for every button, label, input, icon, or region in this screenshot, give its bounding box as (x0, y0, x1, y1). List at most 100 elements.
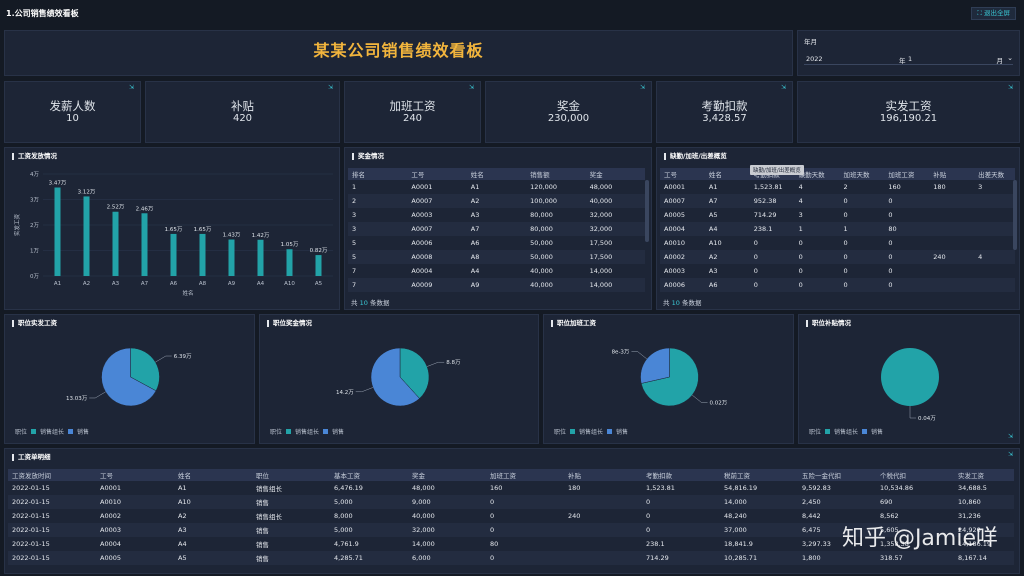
link-icon[interactable]: ⇲ (328, 84, 334, 91)
table-row[interactable]: A0003 A3 0 0 0 0 (660, 264, 1015, 278)
table-row[interactable]: A0002 A2 0 0 0 0 240 4 (660, 250, 1015, 264)
column-header[interactable]: 考勤扣款 (642, 469, 720, 481)
column-header[interactable]: 职位 (252, 469, 330, 481)
table-row[interactable]: 7 A0009 A9 40,000 14,000 (348, 278, 645, 292)
table-cell: A0006 (660, 278, 705, 292)
date-select[interactable]: 2022 年 1 月 ⌄ (804, 51, 1013, 65)
table-cell: A9 (466, 278, 527, 292)
legend-item[interactable]: 销售组长 (834, 429, 859, 436)
legend-item[interactable]: 销售 (871, 429, 884, 436)
column-header[interactable]: 加班工资 (884, 168, 930, 180)
table-cell: 销售 (252, 537, 330, 551)
column-header[interactable]: 奖金 (585, 168, 645, 180)
table-cell (974, 236, 1015, 250)
table-row[interactable]: A0004 A4 238.1 1 1 80 (660, 222, 1015, 236)
table-row[interactable]: 2 A0007 A2 100,000 40,000 (348, 194, 645, 208)
table-cell: 1,523.81 (749, 180, 795, 194)
label-line (355, 387, 374, 393)
table-row[interactable]: 3 A0007 A7 80,000 32,000 (348, 222, 645, 236)
table-cell: 0 (794, 250, 840, 264)
table-cell: 3 (348, 208, 408, 222)
exit-fullscreen-button[interactable]: ⛶ 退出全屏 (971, 7, 1016, 20)
table-cell: A4 (466, 264, 527, 278)
bonus-table-panel: 奖金情况 排名 工号 姓名 销售额 奖金 1 A0001 A1 120,000 48,000 2 A0… (344, 147, 652, 310)
table-cell: 0 (749, 264, 795, 278)
column-header[interactable]: 五险一金代扣 (798, 469, 876, 481)
column-header[interactable]: 出差天数 (974, 168, 1015, 180)
table-row[interactable]: 2022-01-15 A0001 A1 销售组长 6,476.19 48,000 160 18… (8, 481, 1014, 495)
slice-label: 13.03万 (66, 395, 88, 402)
column-header[interactable]: 实发工资 (954, 469, 1014, 481)
table-row[interactable]: 1 A0001 A1 120,000 48,000 (348, 180, 645, 194)
table-row[interactable]: A0007 A7 952.38 4 0 0 (660, 194, 1015, 208)
column-header[interactable]: 加班工资 (486, 469, 564, 481)
slice-label: 8.8万 (446, 359, 461, 366)
data-label: 2.46万 (136, 205, 154, 212)
column-header[interactable]: 工号 (660, 168, 705, 180)
link-icon[interactable]: ⇲ (129, 84, 135, 91)
link-icon[interactable]: ⇲ (1008, 84, 1014, 91)
column-header[interactable]: 补贴 (929, 168, 975, 180)
bar (199, 233, 206, 276)
table-row[interactable]: 5 A0008 A8 50,000 17,500 (348, 250, 645, 264)
data-label: 1.42万 (252, 232, 270, 239)
column-header[interactable]: 工号 (96, 469, 174, 481)
table-cell: 48,240 (720, 509, 798, 523)
legend-item[interactable]: 销售组长 (295, 429, 320, 436)
table-row[interactable]: A0006 A6 0 0 0 0 (660, 278, 1015, 292)
link-icon[interactable]: ⇲ (640, 84, 646, 91)
column-header[interactable]: 工号 (407, 168, 467, 180)
link-icon[interactable]: ⇲ (781, 84, 787, 91)
table-cell: 0 (642, 495, 720, 509)
table-row[interactable]: A0005 A5 714.29 3 0 0 (660, 208, 1015, 222)
link-icon[interactable]: ⇲ (469, 84, 475, 91)
column-header[interactable]: 税前工资 (720, 469, 798, 481)
table-cell (974, 264, 1015, 278)
table-row[interactable]: 5 A0006 A6 50,000 17,500 (348, 236, 645, 250)
table-row[interactable]: 2022-01-15 A0002 A2 销售组长 8,000 40,000 0 240 0 48,… (8, 509, 1014, 523)
column-header[interactable]: 姓名 (704, 168, 750, 180)
table-cell: 0 (839, 250, 885, 264)
x-axis-label: 姓名 (182, 289, 193, 297)
legend-item[interactable]: 销售组长 (40, 429, 65, 436)
legend-item[interactable]: 销售 (616, 429, 629, 436)
column-header[interactable]: 加班天数 (839, 168, 885, 180)
column-header[interactable]: 姓名 (174, 469, 252, 481)
link-icon[interactable]: ⇲ (1008, 451, 1014, 458)
table-row[interactable]: A0001 A1 1,523.81 4 2 160 180 3 (660, 180, 1015, 194)
table-cell: 8,000 (330, 509, 408, 523)
table-cell: 0 (839, 236, 885, 250)
table-scrollbar[interactable] (1013, 180, 1017, 250)
link-icon[interactable]: ⇲ (1008, 433, 1014, 440)
table-row[interactable]: 3 A0003 A3 80,000 32,000 (348, 208, 645, 222)
y-tick-label: 2万 (30, 222, 39, 229)
column-header[interactable]: 奖金 (408, 469, 486, 481)
legend-item[interactable]: 销售 (77, 429, 90, 436)
table-cell: 2 (839, 180, 885, 194)
table-cell: 48,000 (585, 180, 645, 194)
column-header[interactable]: 工资发放时间 (8, 469, 96, 481)
column-header[interactable]: 基本工资 (330, 469, 408, 481)
table-row[interactable]: 2022-01-15 A0004 A4 销售 4,761.9 14,000 80 238.1 1… (8, 537, 1014, 551)
table-cell: 0 (749, 236, 795, 250)
table-row[interactable]: A0010 A10 0 0 0 0 (660, 236, 1015, 250)
table-row[interactable]: 2022-01-15 A0005 A5 销售 4,285.71 6,000 0 714.29 1… (8, 551, 1014, 565)
legend-item[interactable]: 销售 (332, 429, 345, 436)
legend-item[interactable]: 销售组长 (579, 429, 604, 436)
table-row[interactable]: 7 A0004 A4 40,000 14,000 (348, 264, 645, 278)
month-value: 1 (908, 55, 913, 63)
table-cell: 0 (486, 523, 564, 537)
table-cell: 952.38 (749, 194, 795, 208)
table-row[interactable]: 2022-01-15 A0003 A3 销售 5,000 32,000 0 0 37,000 6,… (8, 523, 1014, 537)
detail-table-panel: 工资单明细 ⇲ 工资发放时间 工号 姓名 职位 基本工资 奖金 加班工资 补贴 考勤扣款 税前工资… (4, 448, 1020, 574)
attendance-table-panel: 缺勤/加班/出差概览 工号 姓名 考勤扣款 缺勤天数 加班天数 加班工资 补贴 出差天数 A00… (656, 147, 1020, 310)
column-header[interactable]: 姓名 (466, 168, 527, 180)
table-scrollbar[interactable] (645, 180, 649, 242)
column-header[interactable]: 个税代扣 (876, 469, 954, 481)
column-header[interactable]: 缺勤天数 (794, 168, 840, 180)
column-header[interactable]: 排名 (348, 168, 408, 180)
table-row[interactable]: 2022-01-15 A0010 A10 销售 5,000 9,000 0 0 14,000 2,… (8, 495, 1014, 509)
table-cell: A0008 (407, 250, 467, 264)
column-header[interactable]: 销售额 (526, 168, 586, 180)
column-header[interactable]: 补贴 (564, 469, 642, 481)
